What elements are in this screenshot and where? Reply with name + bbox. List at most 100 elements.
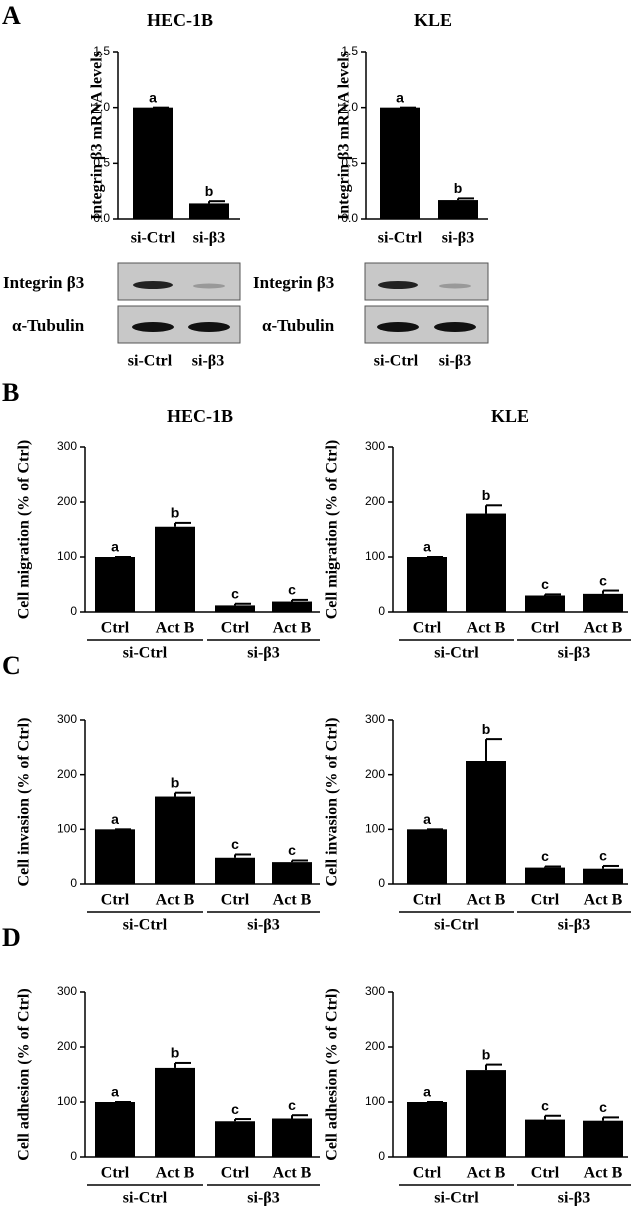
- group-label: si-β3: [558, 1190, 590, 1207]
- bar: [380, 107, 420, 219]
- group-label: si-β3: [558, 645, 590, 662]
- panel-label: A: [2, 1, 21, 30]
- group-label: si-β3: [247, 645, 279, 662]
- bar: [466, 1070, 506, 1157]
- y-tick-label: 200: [57, 767, 77, 781]
- bar: [525, 867, 565, 884]
- y-tick-label: 0.0: [93, 211, 110, 225]
- panel-label: D: [2, 923, 21, 952]
- x-tick-label: Ctrl: [221, 892, 250, 909]
- x-tick-label: Ctrl: [221, 620, 250, 637]
- significance-label: a: [111, 811, 119, 827]
- blot-row-label: Integrin β3: [253, 273, 334, 292]
- y-tick-label: 1.0: [93, 100, 110, 114]
- panel-label: C: [2, 651, 21, 680]
- x-tick-label: Act B: [156, 892, 195, 909]
- significance-label: c: [231, 585, 239, 601]
- y-tick-label: 0: [378, 604, 385, 618]
- x-tick-label: Ctrl: [531, 892, 560, 909]
- bar: [525, 595, 565, 612]
- significance-label: c: [541, 1097, 549, 1113]
- panel-label: B: [2, 378, 19, 407]
- x-tick-label: Act B: [273, 1165, 312, 1182]
- y-tick-label: 1.5: [341, 44, 358, 58]
- blot-kle: [364, 262, 489, 344]
- y-tick-label: 1.5: [93, 44, 110, 58]
- blot-row-label: α-Tubulin: [262, 316, 335, 335]
- significance-label: c: [288, 1097, 296, 1113]
- y-tick-label: 100: [57, 549, 77, 563]
- significance-label: a: [149, 89, 157, 105]
- bar: [407, 557, 447, 612]
- bar: [95, 1102, 135, 1157]
- significance-label: a: [111, 1084, 119, 1100]
- y-axis-label: Cell migration (% of Ctrl): [16, 440, 33, 620]
- y-tick-label: 0.5: [93, 156, 110, 170]
- y-tick-label: 300: [365, 439, 385, 453]
- significance-label: b: [171, 505, 180, 521]
- y-tick-label: 300: [365, 712, 385, 726]
- blot-lane-label: si-Ctrl: [128, 353, 173, 370]
- bar: [407, 1102, 447, 1157]
- bar: [583, 868, 623, 884]
- x-tick-label: Ctrl: [101, 1165, 130, 1182]
- y-tick-label: 0: [70, 876, 77, 890]
- bar: [272, 1118, 312, 1157]
- chart-title: HEC-1B: [167, 406, 233, 426]
- chart-title: KLE: [414, 10, 452, 30]
- bar: [407, 829, 447, 884]
- x-tick-label: Act B: [584, 1165, 623, 1182]
- y-tick-label: 200: [57, 1039, 77, 1053]
- y-axis-label: Cell invasion (% of Ctrl): [16, 718, 33, 887]
- significance-label: c: [599, 848, 607, 864]
- group-label: si-Ctrl: [123, 1190, 168, 1207]
- x-tick-label: Act B: [467, 620, 506, 637]
- y-axis-label: Integrin β3 mRNA levels: [336, 51, 353, 220]
- x-tick-label: Ctrl: [413, 1165, 442, 1182]
- significance-label: b: [482, 721, 491, 737]
- x-tick-label: Act B: [467, 1165, 506, 1182]
- significance-label: b: [171, 774, 180, 790]
- significance-label: b: [454, 180, 463, 196]
- y-tick-label: 200: [365, 767, 385, 781]
- blot-lane-label: si-β3: [192, 353, 224, 370]
- group-label: si-β3: [558, 917, 590, 934]
- bar: [583, 593, 623, 612]
- x-tick-label: Act B: [273, 620, 312, 637]
- significance-label: c: [599, 1099, 607, 1115]
- group-label: si-Ctrl: [434, 1190, 479, 1207]
- bar: [525, 1119, 565, 1157]
- significance-label: b: [205, 183, 214, 199]
- significance-label: b: [482, 1046, 491, 1062]
- x-tick-label: Act B: [156, 1165, 195, 1182]
- y-tick-label: 200: [365, 1039, 385, 1053]
- x-tick-label: Act B: [584, 620, 623, 637]
- x-tick-label: Ctrl: [101, 620, 130, 637]
- y-tick-label: 0.5: [341, 156, 358, 170]
- x-tick-label: Ctrl: [413, 892, 442, 909]
- bar: [155, 796, 195, 884]
- y-tick-label: 100: [365, 1094, 385, 1108]
- blot-row-label: Integrin β3: [3, 273, 84, 292]
- x-tick-label: Act B: [156, 620, 195, 637]
- y-tick-label: 200: [365, 494, 385, 508]
- group-label: si-Ctrl: [123, 917, 168, 934]
- y-tick-label: 300: [57, 439, 77, 453]
- y-axis-label: Integrin β3 mRNA levels: [89, 51, 106, 220]
- significance-label: c: [599, 572, 607, 588]
- group-label: si-Ctrl: [434, 917, 479, 934]
- bar: [189, 203, 229, 219]
- y-tick-label: 1.0: [341, 100, 358, 114]
- bar: [438, 200, 478, 219]
- y-axis-label: Cell adhesion (% of Ctrl): [324, 988, 341, 1160]
- group-label: si-Ctrl: [434, 645, 479, 662]
- x-tick-label: si-β3: [193, 230, 225, 247]
- x-tick-label: Act B: [273, 892, 312, 909]
- bar: [215, 857, 255, 884]
- y-tick-label: 100: [365, 822, 385, 836]
- bar: [215, 1121, 255, 1157]
- group-label: si-Ctrl: [123, 645, 168, 662]
- bar: [466, 513, 506, 612]
